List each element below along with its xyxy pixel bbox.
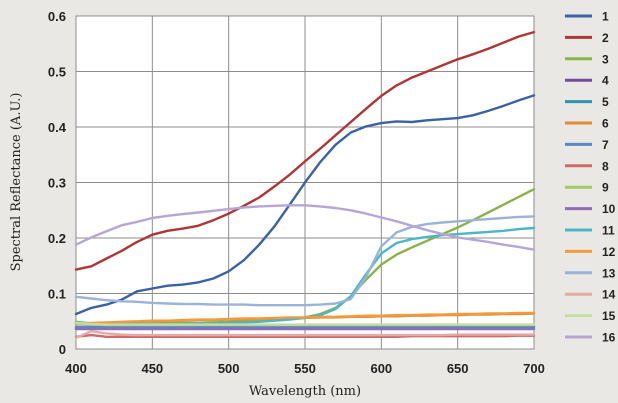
series-line-16 — [74, 204, 536, 251]
legend-label-7: 7 — [602, 138, 609, 152]
legend-label-14: 14 — [602, 288, 616, 302]
plot-border — [75, 15, 535, 350]
y-tick-label-0.3: 0.3 — [48, 176, 66, 191]
y-tick-label-0.4: 0.4 — [48, 120, 67, 135]
series-line-14 — [74, 330, 536, 340]
y-tick-label-0.5: 0.5 — [48, 65, 66, 80]
y-tick-label-0.1: 0.1 — [48, 287, 66, 302]
legend-label-8: 8 — [602, 159, 609, 173]
y-tick-label-0.2: 0.2 — [48, 231, 66, 246]
legend-label-12: 12 — [602, 245, 616, 259]
series-line-13 — [74, 215, 536, 307]
x-tick-label-550: 550 — [294, 361, 316, 376]
series-line-8 — [74, 333, 536, 338]
series-lines — [74, 30, 536, 340]
x-tick-label-450: 450 — [141, 361, 163, 376]
x-tick-label-700: 700 — [523, 361, 545, 376]
legend-label-3: 3 — [602, 52, 609, 66]
series-line-12 — [74, 311, 536, 325]
legend-label-15: 15 — [602, 309, 616, 323]
legend-label-2: 2 — [602, 31, 609, 45]
legend-label-11: 11 — [602, 224, 615, 238]
legend-label-10: 10 — [602, 202, 616, 216]
series-line-15 — [74, 321, 536, 326]
x-tick-label-650: 650 — [447, 361, 469, 376]
legend-label-5: 5 — [602, 95, 609, 109]
legend-label-9: 9 — [602, 181, 609, 195]
series-line-2 — [74, 30, 536, 271]
legend-label-13: 13 — [602, 266, 616, 280]
series-line-1 — [74, 94, 536, 316]
x-tick-label-600: 600 — [370, 361, 392, 376]
x-axis-title: Wavelength (nm) — [249, 384, 361, 399]
legend-label-4: 4 — [602, 74, 609, 88]
y-tick-label-0.6: 0.6 — [48, 9, 66, 24]
x-tick-label-500: 500 — [218, 361, 240, 376]
legend-label-6: 6 — [602, 117, 609, 131]
legend-label-1: 1 — [602, 10, 609, 24]
x-tick-label-400: 400 — [65, 361, 87, 376]
y-tick-label-0: 0 — [59, 342, 66, 357]
axes: 400 450 500 550 600 650 700 0 0.1 0.2 0.3 0.4 0.5 0.6 — [48, 9, 545, 376]
legend-label-16: 16 — [602, 331, 616, 345]
y-axis-title: Spectral Reflectance (A.U.) — [9, 93, 24, 272]
series-line-7 — [74, 325, 536, 328]
